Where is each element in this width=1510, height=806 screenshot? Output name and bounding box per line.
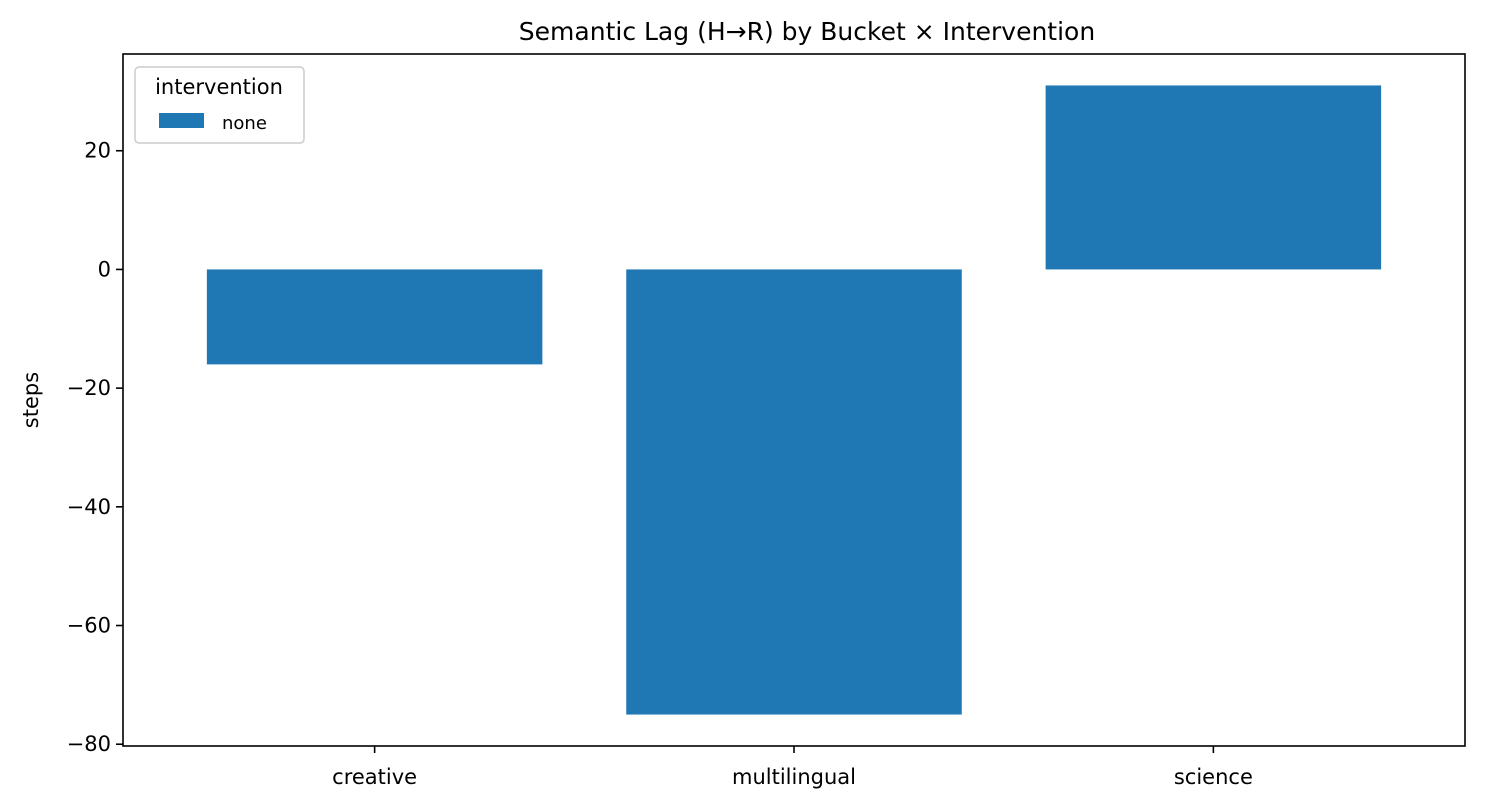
bars-group xyxy=(206,85,1382,715)
legend-label: none xyxy=(222,113,267,134)
chart-title: Semantic Lag (H→R) by Bucket × Intervent… xyxy=(519,17,1095,46)
bar-science xyxy=(1045,85,1382,270)
x-tick-label: science xyxy=(1174,765,1253,789)
y-tick-label: −20 xyxy=(67,376,111,400)
y-tick-label: 0 xyxy=(98,257,111,281)
x-axis: creative multilingual science xyxy=(332,746,1253,789)
legend-swatch xyxy=(159,113,204,128)
legend: intervention none xyxy=(134,66,305,144)
y-tick-label: 20 xyxy=(84,139,111,163)
bar-creative xyxy=(206,269,543,365)
y-axis: 20 0 −20 −40 −60 −80 xyxy=(67,139,123,756)
x-tick-label: multilingual xyxy=(732,765,856,789)
y-axis-label: steps xyxy=(19,372,43,428)
y-tick-label: −80 xyxy=(67,732,111,756)
y-tick-label: −40 xyxy=(67,495,111,519)
legend-title: intervention xyxy=(155,75,283,99)
y-tick-label: −60 xyxy=(67,614,111,638)
x-tick-label: creative xyxy=(332,765,417,789)
bar-multilingual xyxy=(626,269,962,715)
